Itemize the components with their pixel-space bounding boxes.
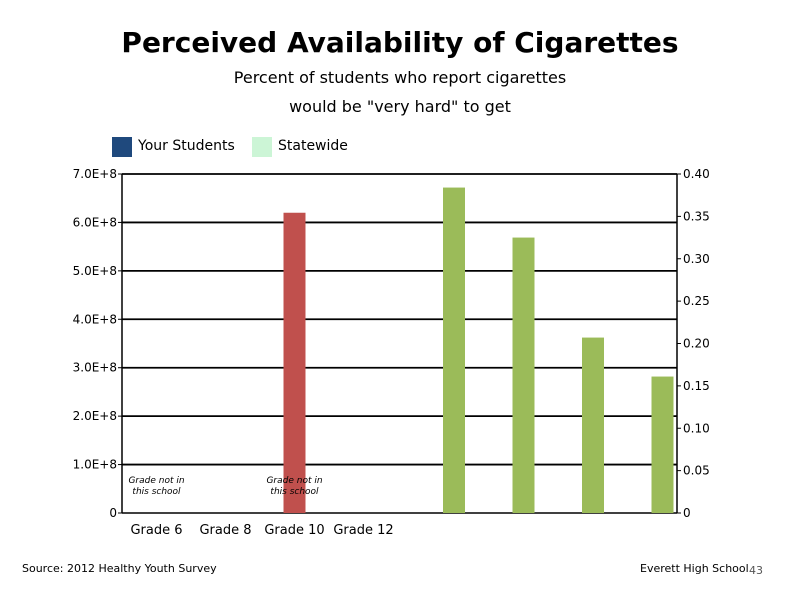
annotation-label: this school (270, 487, 319, 497)
bar-statewide (443, 187, 465, 513)
legend-swatch-statewide (252, 137, 272, 157)
x-tick-label: Grade 12 (333, 523, 393, 538)
bar-statewide (582, 337, 604, 513)
school-name: Everett High School (640, 562, 749, 575)
right-tick-label: 0 (683, 506, 691, 520)
bar-your-students (283, 212, 306, 513)
chart-title: Perceived Availability of Cigarettes (121, 26, 679, 59)
left-tick-label: 5.0E+8 (73, 264, 117, 278)
annotation-label: this school (132, 487, 181, 497)
x-tick-label: Grade 10 (264, 523, 324, 538)
legend-label-your-students: Your Students (138, 138, 235, 154)
chart-subtitle-line-1: Percent of students who report cigarette… (233, 68, 567, 87)
left-tick-label: 3.0E+8 (73, 361, 117, 375)
x-tick-label: Grade 6 (130, 523, 182, 538)
left-tick-label: 1.0E+8 (73, 458, 117, 472)
left-tick-label: 2.0E+8 (73, 409, 117, 423)
right-tick-label: 0.30 (683, 252, 710, 266)
right-tick-label: 0.20 (683, 337, 710, 351)
left-tick-label: 0 (109, 506, 117, 520)
chart-subtitle-line-2: would be "very hard" to get (289, 97, 511, 116)
left-tick-label: 7.0E+8 (73, 167, 117, 181)
bar-statewide (651, 376, 674, 513)
left-tick-label: 6.0E+8 (73, 215, 117, 229)
left-tick-label: 4.0E+8 (73, 312, 117, 326)
legend-label-statewide: Statewide (278, 138, 348, 154)
annotation-label: Grade not in (266, 476, 322, 486)
right-tick-label: 0.10 (683, 421, 710, 435)
right-tick-label: 0.25 (683, 294, 710, 308)
source-note: Source: 2012 Healthy Youth Survey (22, 562, 217, 575)
right-tick-label: 0.05 (683, 464, 710, 478)
right-tick-label: 0.40 (683, 167, 710, 181)
legend-swatch-your-students (112, 137, 132, 157)
annotation-label: Grade not in (128, 476, 184, 486)
x-tick-label: Grade 8 (199, 523, 251, 538)
right-tick-label: 0.15 (683, 379, 710, 393)
page-number: 43 (749, 564, 763, 577)
bar-statewide (512, 237, 535, 513)
right-tick-label: 0.35 (683, 209, 710, 223)
